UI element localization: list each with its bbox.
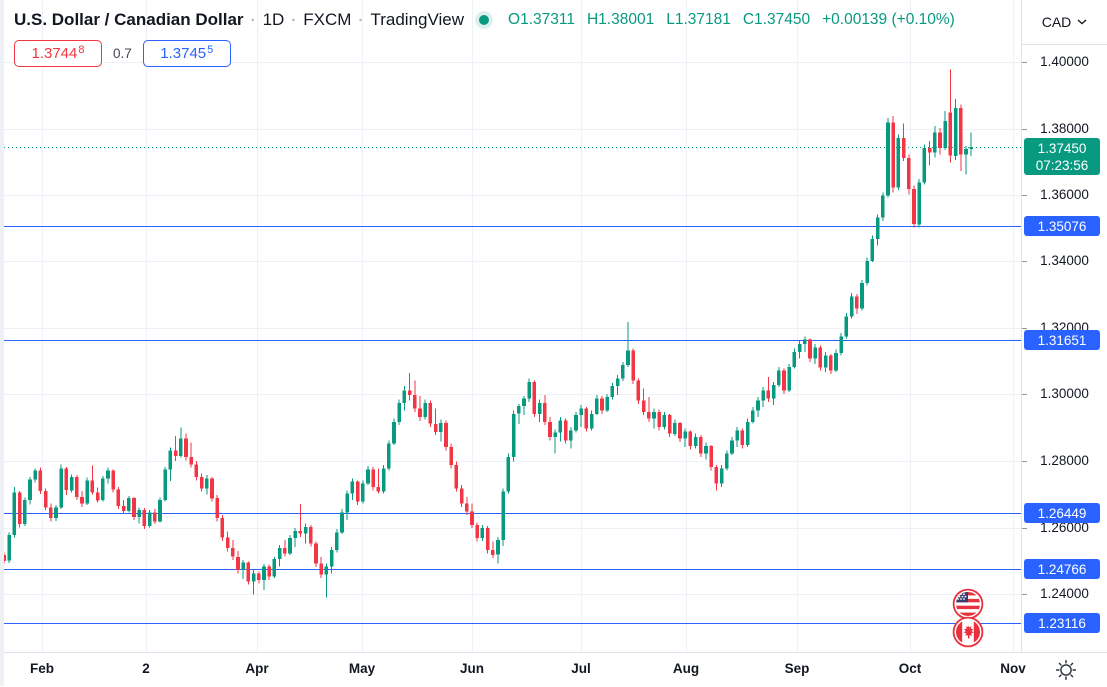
currency-label: CAD	[1041, 14, 1072, 30]
price-tick-label: 1.34000	[1040, 253, 1089, 268]
price-level-badge: 1.31651	[1024, 330, 1100, 350]
ohlc-values: O1.37311 H1.38001 L1.37181 C1.37450 +0.0…	[508, 11, 955, 29]
chart-pane[interactable]: U.S. Dollar / Canadian Dollar · 1D · FXC…	[0, 0, 1021, 652]
canada-flag-icon[interactable]	[952, 616, 984, 648]
bid-price: 1.3744	[31, 45, 78, 62]
ask-price: 1.3745	[160, 45, 207, 62]
price-tick-label: 1.28000	[1040, 453, 1089, 468]
price-axis-tick	[1022, 129, 1027, 130]
time-axis-label: Jul	[571, 661, 591, 676]
price-axis-tick	[1022, 461, 1027, 462]
us-flag-icon[interactable]	[952, 588, 984, 620]
high-value: H1.38001	[586, 11, 655, 28]
price-axis-tick	[1022, 594, 1027, 595]
current-price-value: 1.37450	[1037, 140, 1087, 156]
price-tick-label: 1.30000	[1040, 386, 1089, 401]
price-axis[interactable]: CAD 1.37450 07:23:56 1.40000 1.38000 1.360…	[1021, 0, 1107, 652]
time-axis-label: Oct	[898, 661, 922, 676]
current-price-badge: 1.37450 07:23:56	[1024, 138, 1100, 175]
separator-dot: ·	[358, 11, 364, 29]
time-axis-label: Feb	[29, 661, 55, 676]
bar-countdown: 07:23:56	[1035, 157, 1089, 173]
currency-dropdown[interactable]: CAD	[1022, 0, 1107, 45]
price-axis-tick	[1022, 528, 1027, 529]
candlestick-chart[interactable]	[0, 0, 1021, 652]
price-tick-label: 1.36000	[1040, 187, 1089, 202]
time-axis-label: Aug	[672, 661, 700, 676]
time-axis[interactable]: Feb 2 Apr May Jun Jul Aug Sep Oct Nov	[0, 652, 1107, 686]
price-level-badge: 1.26449	[1024, 503, 1100, 523]
ask-price-fraction: 5	[207, 43, 214, 56]
change-value: +0.00139 (+0.10%)	[822, 11, 955, 28]
symbol-title[interactable]: U.S. Dollar / Canadian Dollar	[14, 10, 244, 29]
time-axis-label: 2	[142, 661, 150, 676]
price-axis-tick	[1022, 62, 1027, 63]
open-value: O1.37311	[508, 11, 575, 28]
price-level-badge: 1.24766	[1024, 559, 1100, 579]
price-axis-tick	[1022, 328, 1027, 329]
price-tick-label: 1.38000	[1040, 121, 1089, 136]
bid-price-fraction: 8	[78, 43, 85, 56]
time-axis-label: Apr	[245, 661, 269, 676]
price-tick-label: 1.24000	[1040, 586, 1089, 601]
time-axis-label: Jun	[459, 661, 485, 676]
price-axis-tick	[1022, 394, 1027, 395]
bid-price-button[interactable]: 1.3744 8	[14, 40, 102, 67]
spread-value: 0.7	[113, 46, 132, 61]
legend-title-row: U.S. Dollar / Canadian Dollar · 1D · FXC…	[14, 10, 955, 30]
chart-legend: U.S. Dollar / Canadian Dollar · 1D · FXC…	[14, 10, 955, 67]
price-tick-label: 1.26000	[1040, 520, 1089, 535]
left-toolbar-strip	[0, 0, 4, 686]
time-axis-label: Nov	[1000, 661, 1026, 676]
platform-label[interactable]: TradingView	[370, 10, 465, 29]
time-axis-label: Sep	[784, 661, 810, 676]
price-axis-tick	[1022, 195, 1027, 196]
price-tick-label: 1.40000	[1040, 54, 1089, 69]
interval-label[interactable]: 1D	[262, 10, 285, 29]
price-level-badge: 1.35076	[1024, 216, 1100, 236]
gear-icon[interactable]	[1054, 658, 1078, 682]
chevron-down-icon	[1077, 19, 1087, 25]
time-axis-label: May	[348, 661, 376, 676]
price-level-badge: 1.23116	[1024, 613, 1100, 633]
market-status-icon[interactable]	[479, 15, 490, 25]
ask-price-button[interactable]: 1.3745 5	[142, 40, 231, 67]
low-value: L1.37181	[666, 11, 731, 28]
quote-row: 1.3744 8 0.7 1.3745 5	[14, 40, 955, 67]
exchange-label[interactable]: FXCM	[303, 10, 352, 29]
separator-dot: ·	[250, 11, 256, 29]
separator-dot: ·	[291, 11, 297, 29]
price-axis-tick	[1022, 261, 1027, 262]
close-value: C1.37450	[742, 11, 811, 28]
